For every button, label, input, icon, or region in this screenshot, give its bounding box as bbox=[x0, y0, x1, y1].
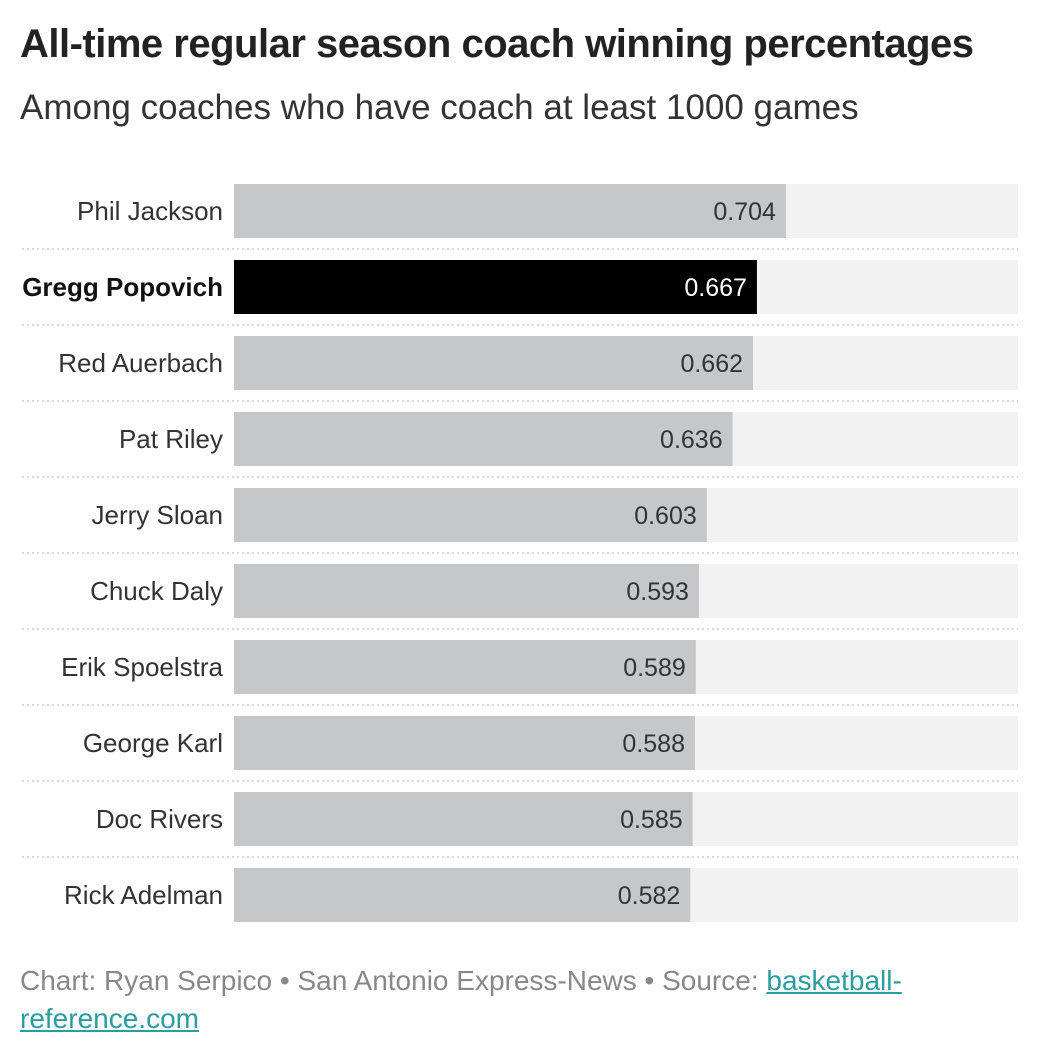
source-link[interactable]: basketball-reference.com bbox=[20, 965, 902, 1034]
category-label: Jerry Sloan bbox=[92, 500, 224, 530]
data-label: 0.704 bbox=[713, 198, 776, 226]
data-label: 0.662 bbox=[680, 350, 743, 378]
category-label: Pat Riley bbox=[119, 424, 223, 454]
bar bbox=[234, 716, 695, 770]
category-label: Rick Adelman bbox=[64, 880, 223, 910]
category-label: Chuck Daly bbox=[90, 576, 223, 606]
bar bbox=[234, 564, 699, 618]
category-label: George Karl bbox=[83, 728, 223, 758]
chart-title: All-time regular season coach winning pe… bbox=[20, 22, 974, 66]
data-label: 0.588 bbox=[622, 730, 685, 758]
bar bbox=[234, 868, 691, 922]
bar bbox=[234, 184, 786, 238]
data-label: 0.603 bbox=[634, 502, 697, 530]
data-label: 0.636 bbox=[660, 426, 723, 454]
data-label: 0.589 bbox=[623, 654, 686, 682]
category-label: Phil Jackson bbox=[77, 196, 223, 226]
category-label: Gregg Popovich bbox=[22, 272, 223, 302]
data-label: 0.593 bbox=[626, 578, 689, 606]
chart-subtitle: Among coaches who have coach at least 10… bbox=[20, 88, 859, 127]
data-label: 0.582 bbox=[618, 882, 681, 910]
bar bbox=[234, 412, 733, 466]
data-label: 0.667 bbox=[684, 274, 747, 302]
bar bbox=[234, 336, 754, 390]
category-label: Erik Spoelstra bbox=[61, 652, 223, 682]
chart-footer: Chart: Ryan Serpico • San Antonio Expres… bbox=[20, 962, 1010, 1038]
bar bbox=[234, 792, 693, 846]
bar bbox=[234, 260, 757, 314]
data-label: 0.585 bbox=[620, 806, 683, 834]
bar bbox=[234, 488, 707, 542]
category-label: Doc Rivers bbox=[96, 804, 223, 834]
footer-credit: Chart: Ryan Serpico • San Antonio Expres… bbox=[20, 965, 767, 996]
bar bbox=[234, 640, 696, 694]
category-label: Red Auerbach bbox=[58, 348, 223, 378]
bar-chart: Phil Jackson 0.704 Gregg Popovich 0.667 Red … bbox=[22, 184, 1018, 922]
